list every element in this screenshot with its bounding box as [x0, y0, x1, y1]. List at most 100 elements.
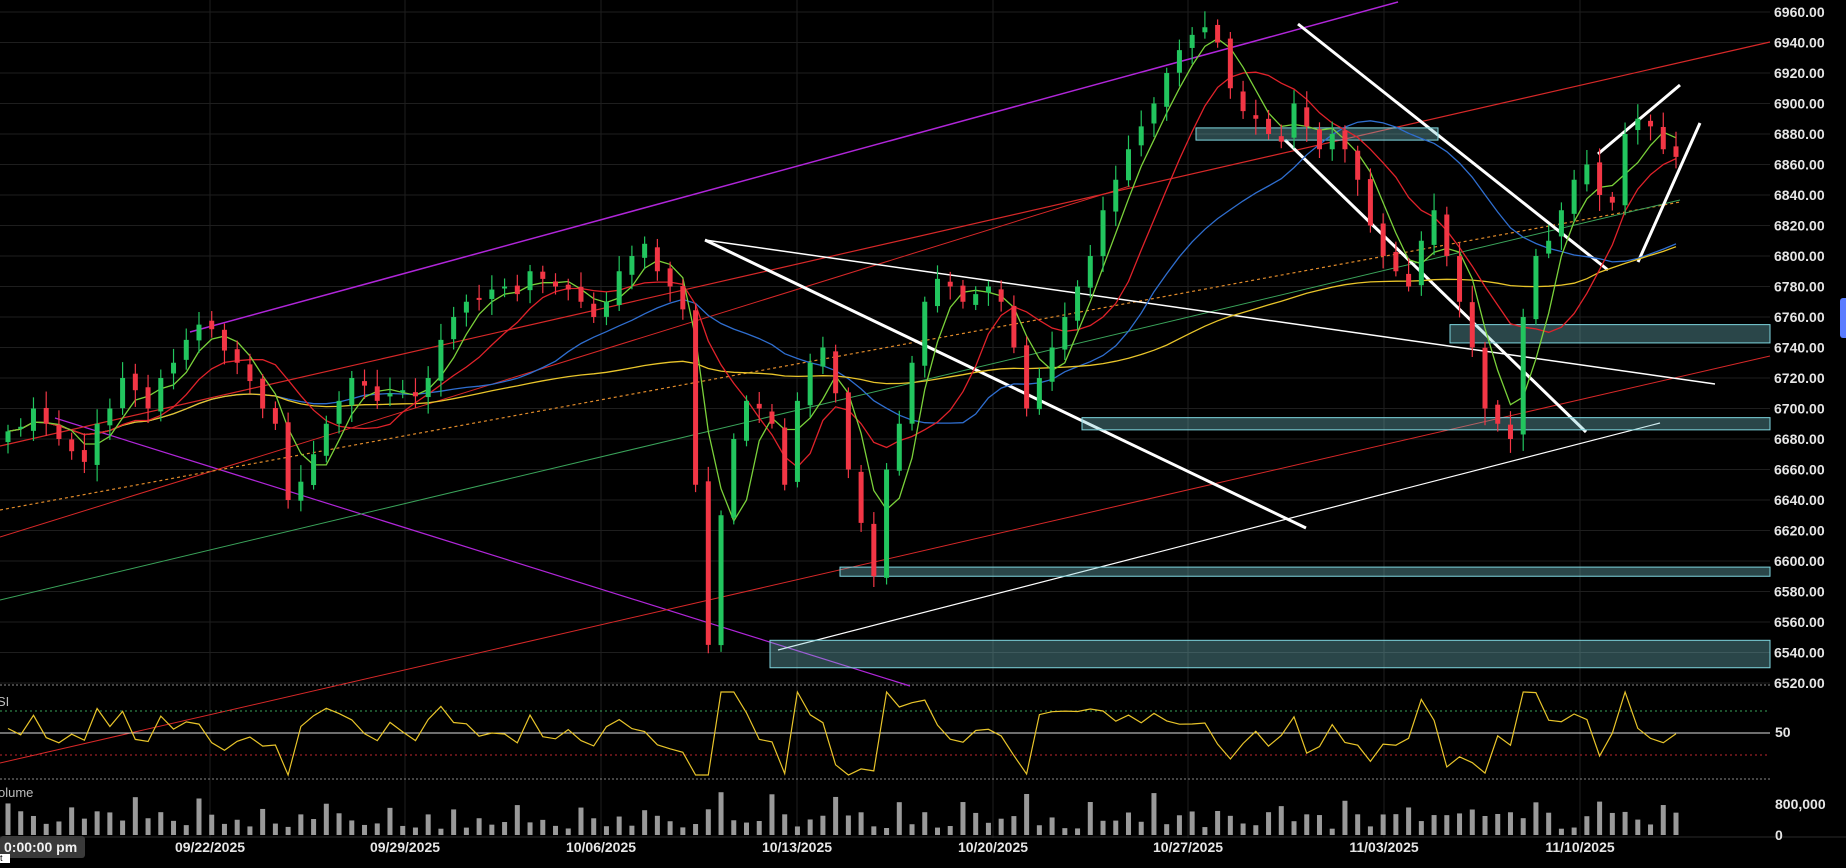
candle-body: [451, 317, 457, 340]
volume-bar: [1113, 820, 1119, 835]
date-tick-label: 09/22/2025: [175, 839, 245, 855]
volume-bar: [1571, 827, 1577, 835]
volume-bar: [1253, 825, 1259, 835]
volume-bar: [1660, 805, 1666, 835]
volume-bar: [807, 819, 813, 835]
moving-average-line: [7, 71, 1677, 468]
volume-bar: [158, 812, 164, 835]
trendline: [0, 199, 1681, 601]
volume-bar: [896, 802, 902, 835]
candle-body: [1049, 347, 1055, 382]
candle-body: [30, 408, 36, 431]
volume-bar: [1495, 813, 1501, 835]
volume-bar: [1635, 819, 1641, 835]
candle-body: [540, 271, 546, 279]
candle-body: [1253, 115, 1259, 119]
volume-bar: [756, 821, 762, 835]
volume-bar: [272, 823, 278, 835]
volume-bar: [833, 796, 839, 835]
volume-bar: [107, 812, 113, 835]
date-tick-label: 10/06/2025: [566, 839, 636, 855]
trendline: [189, 1, 1399, 333]
volume-bar: [540, 819, 546, 835]
candle-body: [1151, 103, 1157, 124]
candle-body: [553, 281, 559, 287]
candle-body: [438, 339, 444, 381]
volume-bar: [120, 820, 126, 835]
candle-body: [1036, 378, 1042, 410]
candle-body: [871, 523, 877, 577]
candle-body: [1406, 273, 1412, 287]
price-tick-label: 6640.00: [1774, 492, 1825, 508]
volume-bar: [871, 826, 877, 835]
candle-body: [794, 400, 800, 482]
candle-body: [998, 289, 1004, 302]
volume-bar: [718, 792, 724, 835]
volume-bar: [247, 826, 253, 835]
candle-body: [81, 450, 87, 462]
candle-body: [616, 271, 622, 306]
volume-bar: [616, 816, 622, 835]
volume-bar: [731, 820, 737, 835]
candle-body: [120, 378, 126, 409]
candle-body: [744, 400, 750, 441]
volume-bar: [221, 823, 227, 835]
volume-bar: [1482, 815, 1488, 835]
candle-body: [705, 481, 711, 645]
right-edge-tab[interactable]: [1840, 298, 1846, 338]
volume-bar: [81, 818, 87, 835]
candle-body: [1087, 256, 1093, 288]
candle-body: [132, 373, 138, 391]
candle-body: [502, 286, 508, 289]
candle-body: [884, 469, 890, 578]
volume-bar: [1648, 824, 1654, 835]
volume-bar: [1291, 821, 1297, 835]
volume-bar: [145, 818, 151, 835]
candle-body: [285, 422, 291, 500]
volume-bar: [1457, 813, 1463, 835]
volume-bar: [922, 812, 928, 835]
volume-bar: [323, 803, 329, 835]
candle-body: [1571, 179, 1577, 214]
volume-bar: [680, 827, 686, 835]
candle-body: [209, 320, 215, 330]
volume-bar: [1215, 810, 1221, 835]
candle-body: [463, 301, 469, 313]
candle-body: [1164, 73, 1170, 107]
price-tick-label: 6960.00: [1774, 4, 1825, 20]
volume-pane: [5, 792, 1679, 835]
drawn-trendlines: [0, 1, 1771, 764]
candle-body: [718, 515, 724, 646]
candle-body: [1482, 347, 1488, 409]
candle-body: [107, 408, 113, 426]
volume-bar: [183, 825, 189, 835]
candle-body: [158, 378, 164, 412]
volume-bar: [1087, 802, 1093, 835]
candle-body: [769, 411, 775, 424]
volume-bar: [578, 807, 584, 835]
volume-bar: [1673, 812, 1679, 835]
candle-body: [1520, 317, 1526, 435]
candle-body: [1011, 305, 1017, 348]
price-tick-label: 6800.00: [1774, 248, 1825, 264]
candle-body: [693, 310, 699, 485]
volume-bar: [400, 825, 406, 835]
volume-bar: [1393, 814, 1399, 835]
volume-bar: [1189, 811, 1195, 835]
candle-body: [1546, 240, 1552, 254]
volume-bar: [705, 809, 711, 835]
volume-bar: [387, 807, 393, 835]
volume-bar: [234, 819, 240, 835]
volume-bar: [311, 819, 317, 835]
candle-body: [1431, 210, 1437, 245]
candle-body: [1125, 149, 1131, 181]
volume-bar: [1304, 814, 1310, 835]
candle-body: [1100, 210, 1106, 257]
candle-body: [1635, 118, 1641, 131]
candle-body: [260, 378, 266, 409]
candle-body: [514, 285, 520, 295]
volume-bar: [1444, 815, 1450, 835]
volume-bar: [960, 802, 966, 835]
